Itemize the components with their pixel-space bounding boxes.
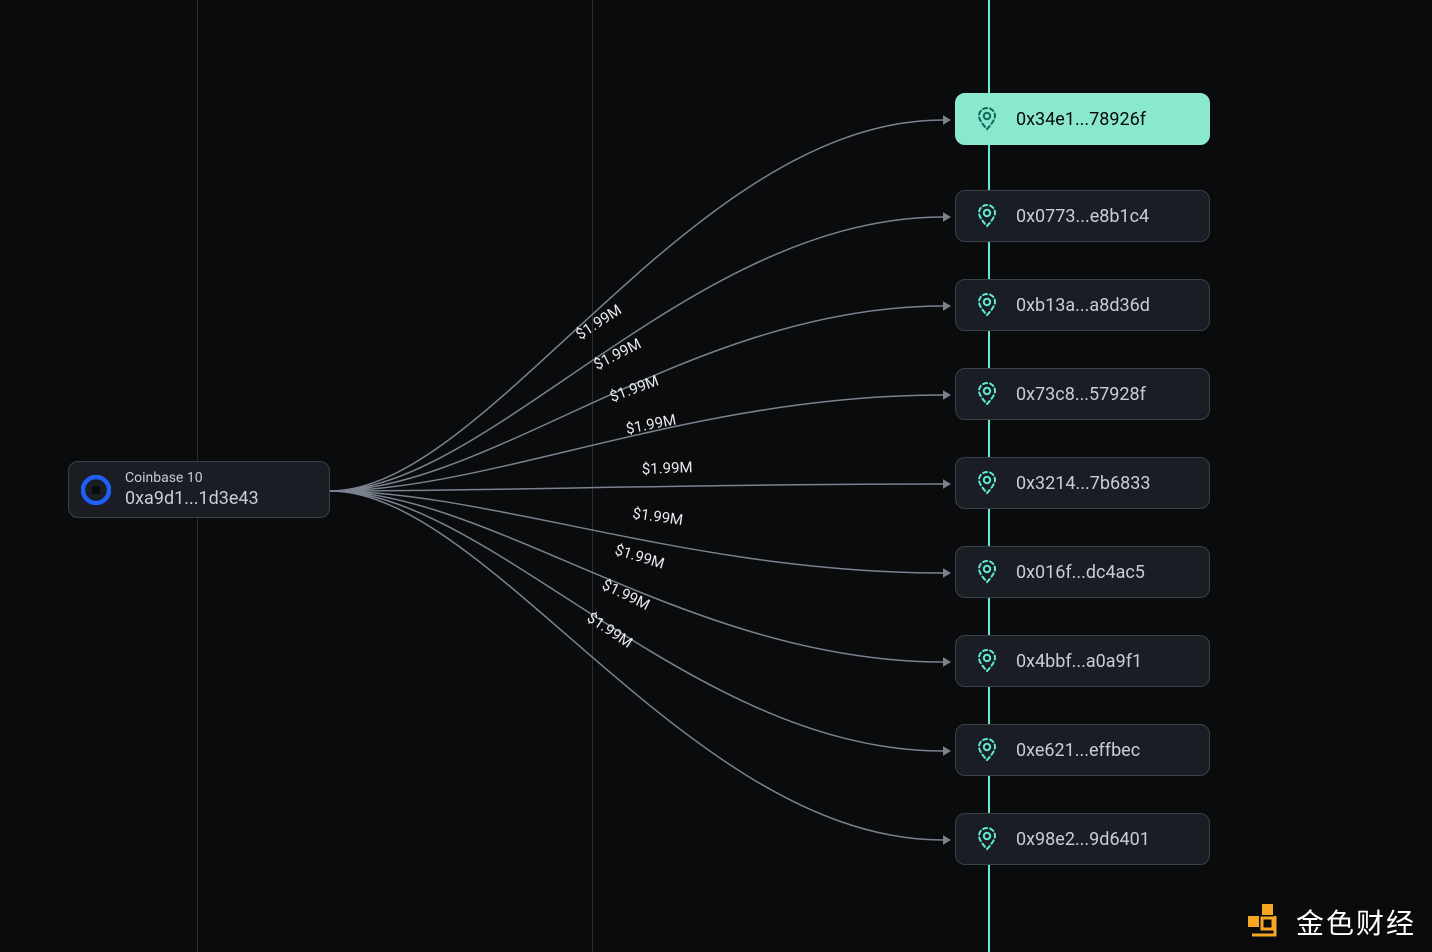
target-node[interactable]: 0x0773...e8b1c4 xyxy=(955,190,1210,242)
edge-path xyxy=(330,484,943,491)
target-node[interactable]: 0x4bbf...a0a9f1 xyxy=(955,635,1210,687)
location-pin-icon xyxy=(972,557,1002,587)
location-pin-icon xyxy=(972,379,1002,409)
target-node[interactable]: 0x98e2...9d6401 xyxy=(955,813,1210,865)
arrowhead-icon xyxy=(943,390,951,400)
target-node[interactable]: 0xe621...effbec xyxy=(955,724,1210,776)
edge-path xyxy=(330,491,943,662)
source-title: Coinbase 10 xyxy=(125,470,259,486)
target-address: 0x016f...dc4ac5 xyxy=(1016,562,1145,583)
target-address: 0x3214...7b6833 xyxy=(1016,473,1150,494)
edge-path xyxy=(330,491,943,840)
coinbase-icon xyxy=(81,475,111,505)
arrowhead-icon xyxy=(943,115,951,125)
source-node[interactable]: Coinbase 10 0xa9d1...1d3e43 xyxy=(68,461,330,518)
edge-path xyxy=(330,491,943,573)
target-address: 0x4bbf...a0a9f1 xyxy=(1016,651,1142,672)
location-pin-icon xyxy=(972,824,1002,854)
edge-value-label: $1.99M xyxy=(642,458,693,478)
target-address: 0x98e2...9d6401 xyxy=(1016,829,1150,850)
target-node[interactable]: 0x3214...7b6833 xyxy=(955,457,1210,509)
edge-value-label: $1.99M xyxy=(624,411,677,438)
edge-value-label: $1.99M xyxy=(591,334,644,373)
edge-path xyxy=(330,491,943,751)
edge-path xyxy=(330,120,943,491)
target-address: 0x34e1...78926f xyxy=(1016,109,1146,130)
location-pin-icon xyxy=(972,201,1002,231)
edge-path xyxy=(330,217,943,491)
target-node[interactable]: 0x016f...dc4ac5 xyxy=(955,546,1210,598)
edge-value-label: $1.99M xyxy=(599,575,653,613)
watermark: 金色财经 xyxy=(1246,902,1416,942)
location-pin-icon xyxy=(972,104,1002,134)
location-pin-icon xyxy=(972,468,1002,498)
arrowhead-icon xyxy=(943,301,951,311)
location-pin-icon xyxy=(972,290,1002,320)
target-address: 0xe621...effbec xyxy=(1016,740,1140,761)
target-address: 0x73c8...57928f xyxy=(1016,384,1146,405)
arrowhead-icon xyxy=(943,657,951,667)
arrowhead-icon xyxy=(943,746,951,756)
source-address: 0xa9d1...1d3e43 xyxy=(125,488,259,509)
target-node[interactable]: 0x34e1...78926f xyxy=(955,93,1210,145)
arrowhead-icon xyxy=(943,568,951,578)
grid-line xyxy=(592,0,593,952)
watermark-icon xyxy=(1246,902,1286,942)
edge-path xyxy=(330,395,943,491)
edge-value-label: $1.99M xyxy=(631,504,684,529)
edge-value-label: $1.99M xyxy=(607,371,661,405)
target-address: 0x0773...e8b1c4 xyxy=(1016,206,1149,227)
arrowhead-icon xyxy=(943,835,951,845)
edge-path xyxy=(330,306,943,491)
target-address: 0xb13a...a8d36d xyxy=(1016,295,1150,316)
target-node[interactable]: 0xb13a...a8d36d xyxy=(955,279,1210,331)
edge-value-label: $1.99M xyxy=(572,301,624,344)
location-pin-icon xyxy=(972,646,1002,676)
location-pin-icon xyxy=(972,735,1002,765)
edge-value-label: $1.99M xyxy=(613,541,667,573)
arrowhead-icon xyxy=(943,479,951,489)
arrowhead-icon xyxy=(943,212,951,222)
target-node[interactable]: 0x73c8...57928f xyxy=(955,368,1210,420)
watermark-text: 金色财经 xyxy=(1296,902,1416,942)
